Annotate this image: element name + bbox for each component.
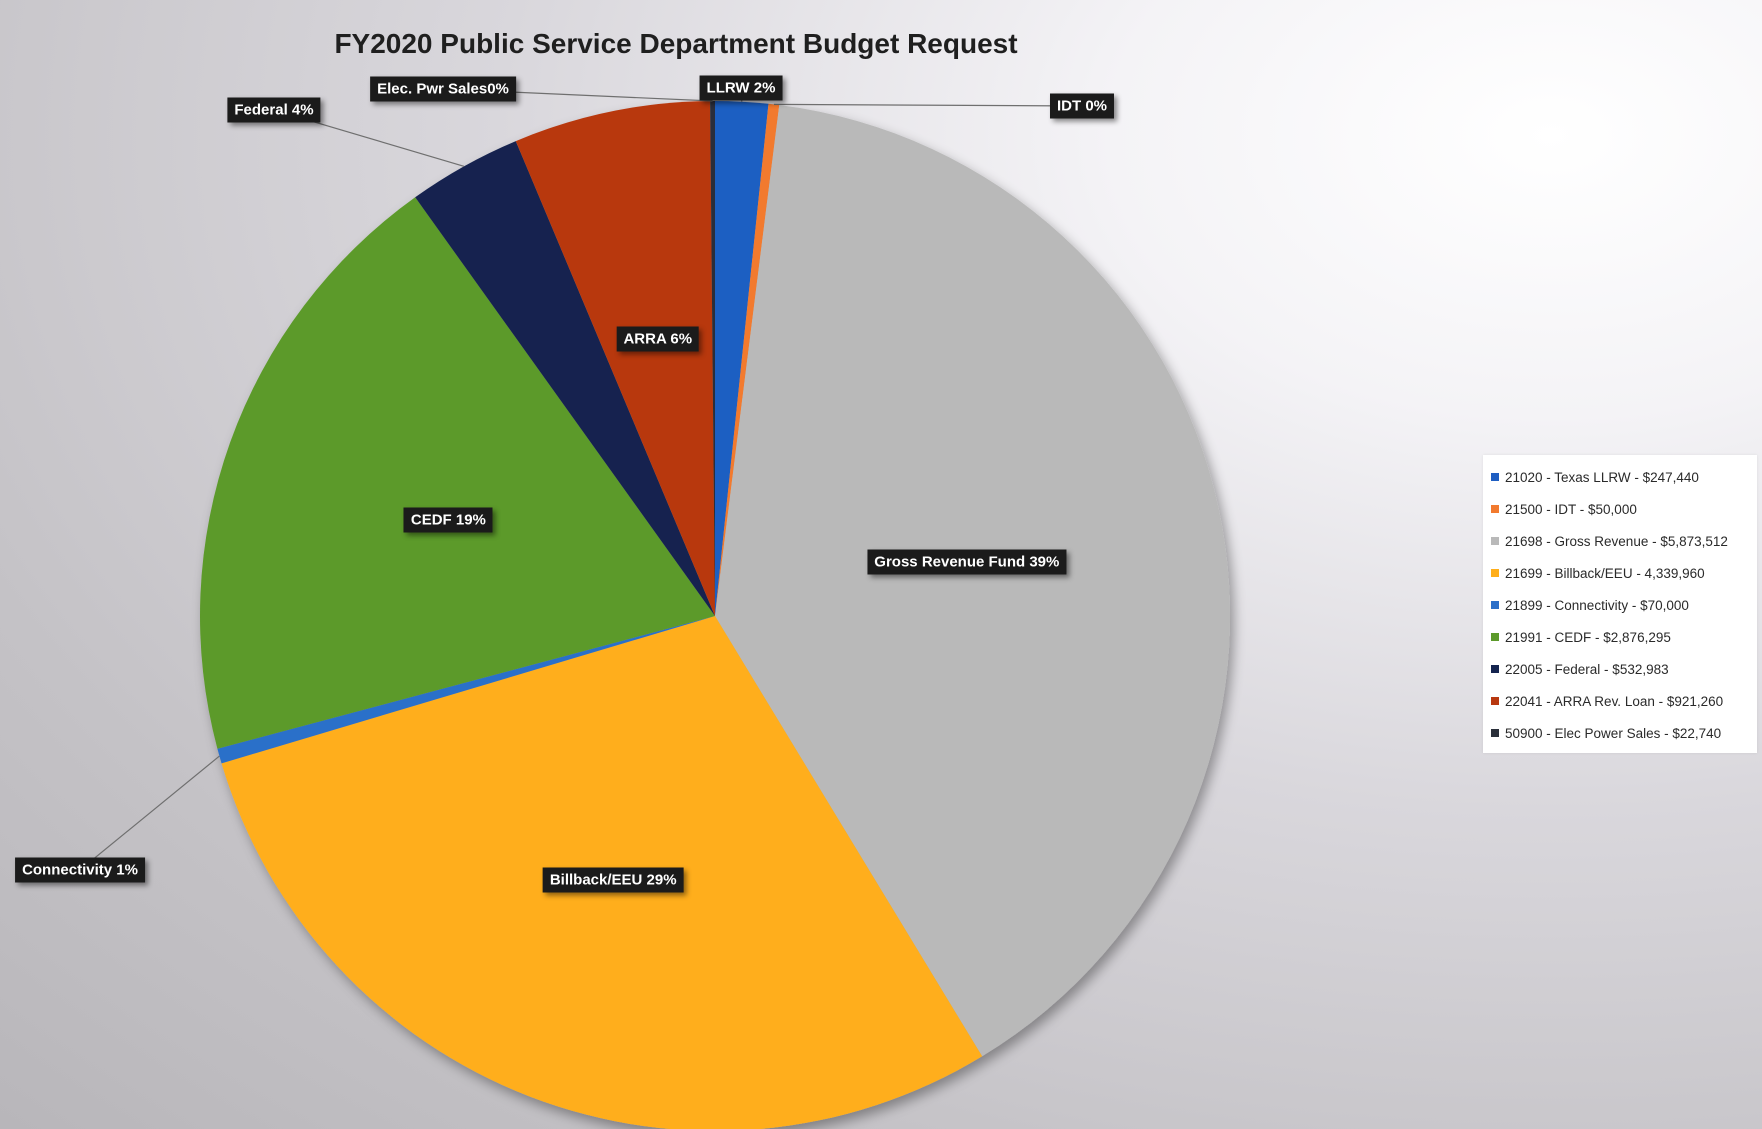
- data-label-arra: ARRA 6%: [616, 326, 700, 352]
- pie-slice-arra: [515, 101, 715, 617]
- pie-slice-cedf: [199, 197, 715, 749]
- legend-item: 21020 - Texas LLRW - $247,440: [1483, 461, 1757, 493]
- legend-item: 50900 - Elec Power Sales - $22,740: [1483, 717, 1757, 749]
- legend-swatch: [1491, 473, 1499, 481]
- legend-label: 50900 - Elec Power Sales - $22,740: [1505, 725, 1722, 741]
- pie-slice-elec-pwr-sales: [710, 101, 715, 616]
- legend-swatch: [1491, 665, 1499, 673]
- legend-item: 21699 - Billback/EEU - 4,339,960: [1483, 557, 1757, 589]
- data-label-llrw: LLRW 2%: [699, 75, 783, 101]
- legend-label: 21698 - Gross Revenue - $5,873,512: [1505, 533, 1728, 549]
- pie-slice-llrw: [715, 101, 769, 616]
- legend-label: 21991 - CEDF - $2,876,295: [1505, 629, 1671, 645]
- data-label-federal: Federal 4%: [227, 97, 321, 123]
- data-label-idt: IDT 0%: [1049, 93, 1115, 119]
- legend-swatch: [1491, 697, 1499, 705]
- data-label-cedf: CEDF 19%: [403, 507, 493, 533]
- legend-item: 22041 - ARRA Rev. Loan - $921,260: [1483, 685, 1757, 717]
- data-label-elec-pwr-sales: Elec. Pwr Sales0%: [370, 76, 516, 102]
- legend-label: 22041 - ARRA Rev. Loan - $921,260: [1505, 693, 1724, 709]
- leader-line-idt: [773, 103, 1083, 107]
- pie-slice-idt: [715, 103, 780, 616]
- legend-label: 21020 - Texas LLRW - $247,440: [1505, 469, 1699, 485]
- data-label-connectivity: Connectivity 1%: [15, 857, 145, 883]
- legend-label: 22005 - Federal - $532,983: [1505, 661, 1669, 677]
- legend: 21020 - Texas LLRW - $247,440 21500 - IDT…: [1483, 455, 1757, 753]
- legend-label: 21699 - Billback/EEU - 4,339,960: [1505, 565, 1705, 581]
- data-label-gross-revenue-fund: Gross Revenue Fund 39%: [867, 549, 1067, 575]
- data-label-billback-eeu: Billback/EEU 29%: [542, 867, 684, 893]
- legend-swatch: [1491, 601, 1499, 609]
- legend-swatch: [1491, 505, 1499, 513]
- legend-swatch: [1491, 569, 1499, 577]
- pie-slice-federal: [415, 141, 715, 616]
- chart-title: FY2020 Public Service Department Budget …: [334, 28, 1018, 59]
- legend-swatch: [1491, 729, 1499, 737]
- legend-item: 21698 - Gross Revenue - $5,873,512: [1483, 525, 1757, 557]
- legend-item: 21991 - CEDF - $2,876,295: [1483, 621, 1757, 653]
- legend-item: 21500 - IDT - $50,000: [1483, 493, 1757, 525]
- legend-item: 21899 - Connectivity - $70,000: [1483, 589, 1757, 621]
- leader-line-connectivity: [79, 755, 220, 871]
- pie-slice-connectivity: [217, 616, 715, 764]
- pie-slice-gross-revenue-fund: [715, 105, 1231, 1057]
- legend-swatch: [1491, 633, 1499, 641]
- legend-item: 22005 - Federal - $532,983: [1483, 653, 1757, 685]
- legend-label: 21899 - Connectivity - $70,000: [1505, 597, 1689, 613]
- legend-swatch: [1491, 537, 1499, 545]
- legend-label: 21500 - IDT - $50,000: [1505, 501, 1637, 517]
